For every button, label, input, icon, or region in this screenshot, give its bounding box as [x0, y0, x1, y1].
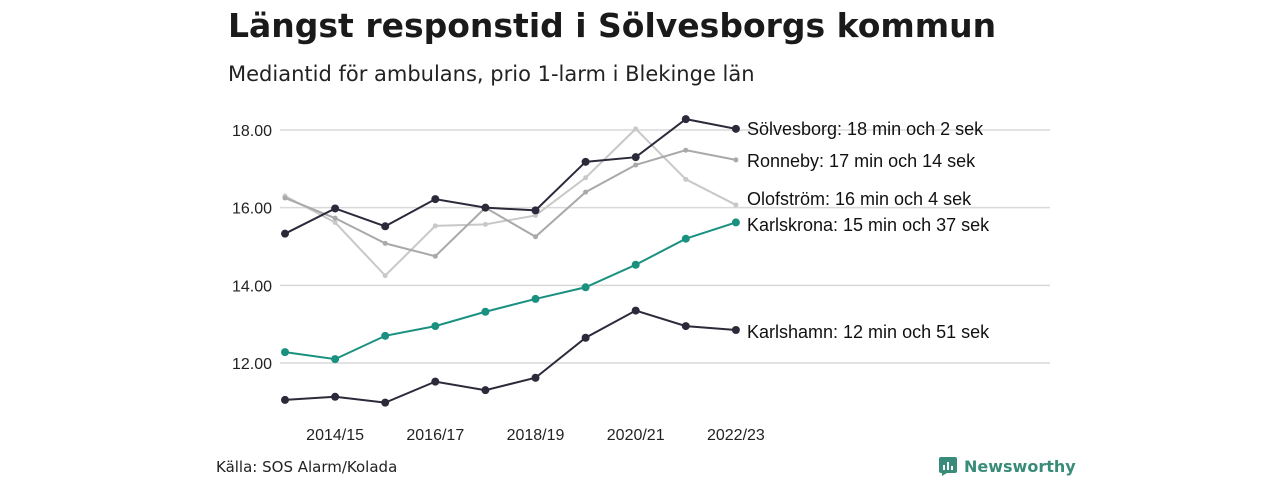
- data-point: [633, 162, 639, 168]
- series-line: [284, 149, 737, 258]
- data-point: [381, 331, 390, 340]
- x-tick-label: 2022/23: [707, 427, 765, 444]
- data-point: [431, 195, 440, 204]
- grid-lines: [280, 129, 1050, 364]
- data-point: [531, 206, 540, 215]
- data-point: [733, 157, 739, 163]
- data-point: [331, 355, 340, 364]
- data-point: [381, 222, 390, 231]
- data-point: [681, 322, 690, 331]
- series-olofström: [282, 126, 739, 279]
- data-point: [581, 157, 590, 166]
- data-point: [581, 283, 590, 292]
- series-line: [284, 221, 737, 361]
- data-point: [382, 240, 388, 246]
- x-tick-label: 2020/21: [607, 427, 665, 444]
- data-point: [683, 147, 689, 153]
- data-point: [583, 175, 589, 181]
- chart-title: Längst responstid i Sölvesborgs kommun: [228, 6, 997, 45]
- data-point: [282, 195, 288, 201]
- x-tick-label: 2016/17: [406, 427, 464, 444]
- series-label: Karlshamn: 12 min och 51 sek: [747, 322, 990, 342]
- x-axis-ticks: 2014/15 2016/17 2018/19 2020/21 2022/23: [306, 427, 765, 444]
- y-tick-label: 18.00: [232, 123, 272, 140]
- data-point: [681, 115, 690, 124]
- series-label: Sölvesborg: 18 min och 2 sek: [747, 119, 984, 139]
- data-point: [631, 260, 640, 269]
- data-point: [331, 204, 340, 213]
- x-tick-label: 2018/19: [507, 427, 565, 444]
- series-line: [284, 118, 737, 235]
- data-point: [431, 322, 440, 331]
- chart-subtitle: Mediantid för ambulans, prio 1-larm i Bl…: [228, 62, 755, 86]
- series-karlskrona: [281, 218, 740, 364]
- data-point: [631, 153, 640, 162]
- series-line: [284, 127, 737, 278]
- series-ronneby: [282, 147, 739, 259]
- series-sölvesborg: [281, 115, 740, 238]
- series-karlshamn: [281, 306, 740, 407]
- series-line: [284, 309, 736, 404]
- data-point: [281, 229, 289, 238]
- newsworthy-logo-icon: [939, 457, 957, 476]
- data-point: [481, 203, 490, 212]
- series-labels: Sölvesborg: 18 min och 2 sek Ronneby: 17 …: [747, 119, 990, 342]
- series-label: Olofström: 16 min och 4 sek: [747, 189, 972, 209]
- data-point: [432, 253, 438, 259]
- series-lines: [281, 115, 740, 407]
- data-point: [381, 398, 390, 407]
- data-point: [481, 307, 490, 316]
- data-point: [331, 392, 340, 401]
- data-point: [332, 219, 338, 225]
- data-point: [531, 294, 540, 303]
- data-point: [583, 189, 589, 195]
- data-point: [482, 221, 488, 227]
- data-point: [281, 348, 289, 357]
- x-tick-label: 2014/15: [306, 427, 364, 444]
- data-point: [633, 126, 639, 132]
- data-point: [431, 377, 440, 386]
- data-point: [731, 124, 740, 133]
- y-tick-label: 14.00: [232, 278, 272, 295]
- series-label: Ronneby: 17 min och 14 sek: [747, 151, 976, 171]
- data-point: [382, 273, 388, 279]
- data-point: [432, 223, 438, 229]
- y-tick-label: 12.00: [232, 356, 272, 373]
- data-point: [731, 325, 740, 334]
- data-point: [281, 395, 289, 404]
- series-label: Karlskrona: 15 min och 37 sek: [747, 215, 990, 235]
- brand-name: Newsworthy: [964, 456, 1076, 476]
- data-point: [481, 386, 490, 395]
- data-point: [683, 176, 689, 182]
- y-tick-label: 16.00: [232, 201, 272, 218]
- data-point: [332, 215, 338, 221]
- data-point: [733, 202, 739, 208]
- brand-logo: Newsworthy: [938, 456, 1076, 476]
- data-point: [681, 234, 690, 243]
- data-point: [581, 333, 590, 342]
- data-point: [531, 373, 540, 382]
- source-note: Källa: SOS Alarm/Kolada: [216, 458, 398, 476]
- data-point: [731, 218, 740, 227]
- data-point: [533, 234, 538, 240]
- data-point: [631, 306, 640, 315]
- y-axis-ticks: 12.00 14.00 16.00 18.00: [232, 123, 272, 373]
